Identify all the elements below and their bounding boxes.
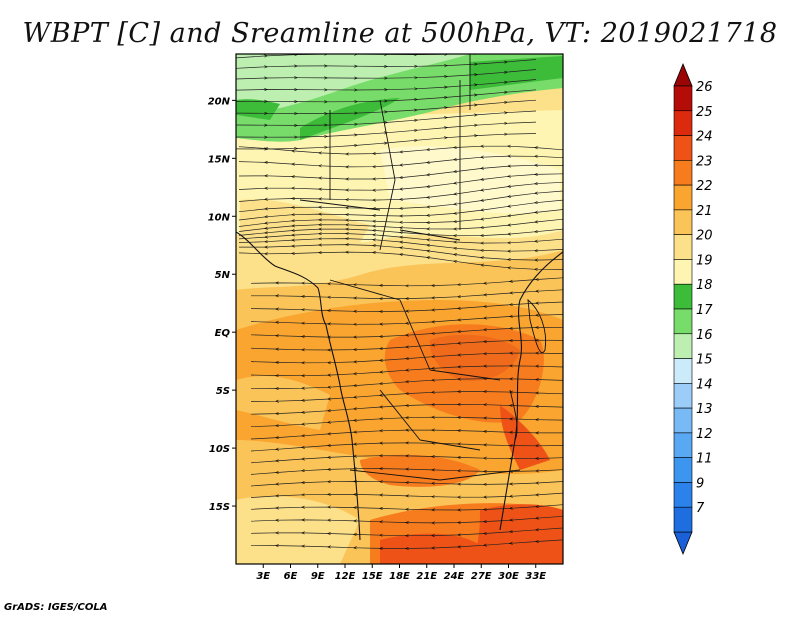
colorbar-label: 18: [696, 278, 713, 293]
lat-tick-label: 15S: [209, 502, 230, 513]
lon-tick-label: 30E: [498, 571, 519, 582]
colorbar-swatch: [673, 358, 693, 384]
lon-tick-label: 3E: [256, 571, 270, 582]
colorbar-label: 26: [696, 80, 713, 95]
lon-tick-label: 15E: [362, 571, 383, 582]
streamline: [250, 504, 563, 510]
colorbar-swatch: [673, 457, 693, 483]
coastlines: [236, 54, 563, 541]
streamline: [250, 379, 563, 389]
streamline: [250, 353, 563, 363]
streamline: [238, 252, 563, 269]
colorbar-label: 7: [696, 501, 705, 516]
streamline: [250, 527, 563, 536]
streamline: [250, 404, 563, 414]
lon-tick-label: 9E: [311, 571, 325, 582]
colorbar-label: 14: [696, 377, 713, 392]
colorbar-swatch: [673, 259, 693, 285]
grads-credit: GrADS: IGES/COLA: [4, 602, 108, 613]
streamline: [238, 146, 563, 154]
streamline: [250, 277, 563, 286]
lat-tick-label: 10S: [209, 444, 230, 455]
streamline: [250, 515, 563, 523]
lat-tick-label: 10N: [208, 212, 231, 223]
colorbar-low-arrow: [673, 531, 693, 556]
lat-tick-label: 5N: [215, 270, 231, 281]
streamline: [250, 327, 563, 337]
streamline: [250, 417, 563, 427]
streamline: [250, 340, 563, 350]
streamline: [250, 302, 563, 312]
colorbar-swatch: [673, 110, 693, 136]
colorbar-swatch: [673, 333, 693, 359]
streamline: [250, 366, 563, 376]
colorbar-swatch: [673, 482, 693, 508]
lon-tick-label: 33E: [525, 571, 546, 582]
colorbar-swatch: [673, 506, 693, 533]
colorbar: 26 25 24 23 22 21 20 19 18 17 16 15 14 13 12 11 9 7: [673, 62, 713, 556]
colorbar-label: 12: [696, 427, 713, 442]
streamline: [236, 79, 537, 91]
streamline: [236, 69, 537, 80]
streamline: [251, 289, 563, 299]
colorbar-swatch: [673, 135, 693, 161]
colorbar-label: 23: [696, 154, 713, 169]
lat-tick-label: 5S: [216, 386, 230, 397]
streamline: [250, 315, 563, 325]
streamline: [250, 481, 563, 487]
streamline: [250, 443, 563, 452]
chart-title: WBPT [C] and Sreamline at 500hPa, VT: 20…: [22, 18, 778, 49]
colorbar-label: 11: [696, 452, 713, 467]
colorbar-swatch: [673, 160, 693, 186]
lon-tick-label: 6E: [284, 571, 298, 582]
colorbar-label: 24: [696, 130, 713, 145]
colorbar-label: 20: [696, 229, 713, 244]
colorbar-label: 17: [696, 303, 713, 318]
colorbar-swatch: [673, 209, 693, 235]
lon-tick-label: 27E: [471, 571, 492, 582]
colorbar-high-arrow: [673, 62, 693, 87]
colorbar-swatch: [673, 308, 693, 335]
streamline: [250, 392, 563, 402]
streamline: [250, 456, 563, 464]
colorbar-label: 9: [696, 476, 704, 491]
streamline: [236, 59, 537, 69]
lon-tick-label: 21E: [416, 571, 437, 582]
colorbar-swatch: [673, 407, 693, 434]
colorbar-label: 13: [696, 402, 713, 417]
colorbar-label: 21: [696, 204, 713, 219]
lon-tick-label: 12E: [335, 571, 356, 582]
colorbar-label: 15: [696, 353, 713, 368]
colorbar-swatch: [673, 432, 693, 458]
colorbar-swatch: [673, 234, 693, 260]
colorbar-swatch: [673, 184, 693, 211]
streamline: [250, 430, 563, 440]
streamline: [250, 539, 563, 549]
colorbar-swatch: [673, 85, 693, 112]
lon-tick-label: 18E: [389, 571, 410, 582]
colorbar-label: 22: [696, 179, 713, 194]
lat-tick-label: 20N: [208, 96, 231, 107]
colorbar-label: 19: [696, 253, 713, 268]
colorbar-swatch: [673, 383, 693, 409]
axis-ticks: 3E 6E 9E 12E 15E 18E 21E 24E 27E 30E 33E 20N 15N 10N 5…: [208, 96, 547, 582]
lat-tick-label: 15N: [208, 154, 231, 165]
lon-tick-label: 24E: [444, 571, 465, 582]
streamline: [250, 493, 563, 498]
colorbar-swatch: [673, 283, 693, 310]
colorbar-label: 25: [696, 105, 713, 120]
lat-tick-label: EQ: [215, 328, 231, 339]
colorbar-label: 16: [696, 328, 713, 343]
